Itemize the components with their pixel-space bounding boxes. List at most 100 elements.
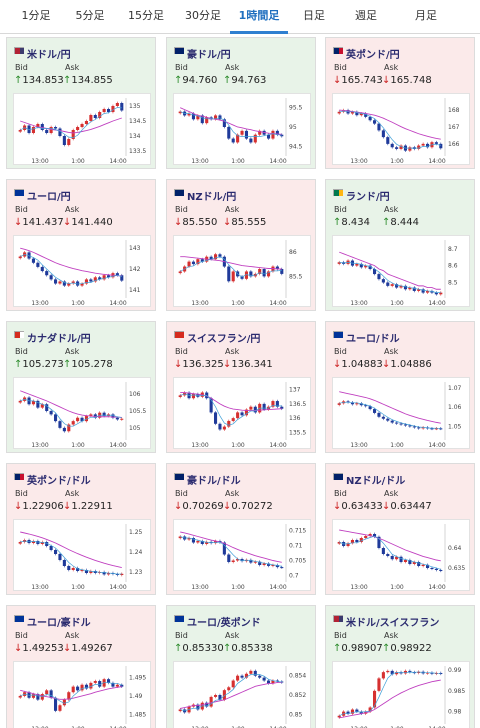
- currency-card[interactable]: 米ドル/スイスフラン Bid Ask ↑0.98907 ↑0.98922 0.99 0.98…: [325, 605, 475, 728]
- candle: [421, 427, 425, 429]
- bid-label: Bid: [334, 63, 347, 72]
- currency-pair-name[interactable]: 英ポンド/ドル: [27, 476, 91, 487]
- candle: [227, 687, 231, 691]
- tab-weekly[interactable]: 週足: [355, 9, 377, 22]
- currency-card[interactable]: 豪ドル/円 Bid Ask ↑94.760 ↑94.763 95.5 95 94.5 13:00…: [166, 37, 316, 169]
- currency-pair-name[interactable]: ユーロ/円: [27, 192, 71, 203]
- candle: [31, 400, 36, 405]
- candle: [209, 696, 213, 707]
- price-chart[interactable]: 0.99 0.985 0.98 13:00 1:00 14:00: [332, 661, 470, 728]
- currency-pair-name[interactable]: スイスフラン/円: [187, 334, 261, 345]
- currency-pair-name[interactable]: NZドル/ドル: [346, 476, 406, 487]
- tab-5min[interactable]: 5分足: [75, 9, 105, 22]
- candle: [200, 115, 204, 124]
- currency-pair-name[interactable]: 豪ドル/ドル: [187, 476, 241, 487]
- currency-card[interactable]: 豪ドル/ドル Bid Ask ↓0.70269 ↓0.70272 0.715 0.71 0.7…: [166, 463, 316, 595]
- currency-card[interactable]: ユーロ/英ポンド Bid Ask ↑0.85330 ↑0.85338 0.854 0.852…: [166, 605, 316, 728]
- currency-pair-name[interactable]: ユーロ/ドル: [346, 334, 400, 345]
- candle: [227, 127, 231, 139]
- currency-card[interactable]: スイスフラン/円 Bid Ask ↓136.325 ↓136.341 137 136.5 13…: [166, 321, 316, 453]
- candle: [350, 540, 355, 544]
- y-tick-label: 106: [129, 391, 141, 398]
- y-tick-label: 135.5: [289, 429, 306, 436]
- candle: [18, 695, 22, 698]
- currency-card[interactable]: NZドル/ドル Bid Ask ↓0.63433 ↓0.63447 0.64 0.635 13…: [325, 463, 475, 595]
- currency-card[interactable]: ランド/円 Bid Ask ↑8.434 ↑8.444 8.7 8.6 8.5 13:00 1:0…: [325, 179, 475, 311]
- candle: [93, 115, 97, 118]
- price-chart[interactable]: 1.07 1.06 1.05 13:00 1:00 14:00: [332, 377, 470, 449]
- short-moving-average-line: [20, 540, 122, 575]
- price-chart[interactable]: 0.64 0.635 13:00 1:00 14:00: [332, 519, 470, 591]
- ask-label: Ask: [384, 205, 399, 214]
- tab-1min[interactable]: 1分足: [21, 9, 51, 22]
- candle: [80, 283, 84, 286]
- candle: [62, 560, 66, 566]
- candle: [430, 568, 434, 569]
- price-chart[interactable]: 168 167 166 13:00 1:00 14:00: [332, 93, 470, 165]
- price-chart[interactable]: 0.715 0.71 0.705 0.7 13:00 1:00 14:00: [173, 519, 311, 591]
- price-chart[interactable]: 86 85.5 13:00 1:00 14:00: [173, 235, 311, 307]
- candle: [76, 127, 80, 130]
- currency-card[interactable]: ユーロ/円 Bid Ask ↓141.437 ↓141.440 143 142 141 13:0…: [6, 179, 156, 311]
- candle: [408, 670, 412, 673]
- candle: [372, 534, 377, 537]
- currency-pair-name[interactable]: 米ドル/スイスフラン: [346, 618, 440, 629]
- currency-card[interactable]: カナダドル/円 Bid Ask ↑105.273 ↑105.278 106 105.5 105…: [6, 321, 156, 453]
- currency-pair-name[interactable]: ユーロ/豪ドル: [27, 618, 91, 629]
- price-chart[interactable]: 135 134.5 134 133.5 13:00 1:00 14:00: [13, 93, 151, 165]
- currency-card[interactable]: NZドル/円 Bid Ask ↓85.550 ↓85.555 86 85.5 13:00 1:0…: [166, 179, 316, 311]
- tab-30min[interactable]: 30分足: [185, 9, 221, 22]
- candlestick-chart: 106 105.5 105 13:00 1:00 14:00: [18, 382, 146, 449]
- tab-monthly[interactable]: 月足: [415, 9, 437, 22]
- price-chart[interactable]: 143 142 141 13:00 1:00 14:00: [13, 235, 151, 307]
- price-chart[interactable]: 1.495 1.49 1.485 13:00 1:00 14:00: [13, 661, 151, 728]
- tab-1hour[interactable]: 1時間足: [230, 0, 288, 34]
- x-tick-label: 13:00: [191, 442, 208, 449]
- candle: [240, 559, 244, 562]
- y-tick-label: 137: [289, 387, 301, 394]
- currency-pair-name[interactable]: ユーロ/英ポンド: [187, 618, 261, 629]
- tab-daily[interactable]: 日足: [303, 9, 325, 22]
- price-chart[interactable]: 0.854 0.852 0.85 13:00 1:00 14:00: [173, 661, 311, 728]
- currency-pair-name[interactable]: カナダドル/円: [27, 334, 91, 345]
- y-tick-label: 1.485: [129, 712, 146, 719]
- bid-price: ↓165.743: [333, 75, 383, 86]
- currency-card[interactable]: 英ポンド/ドル Bid Ask ↓1.22906 ↓1.22911 1.25 1.24 1.2…: [6, 463, 156, 595]
- price-chart[interactable]: 137 136.5 136 135.5 13:00 1:00 14:00: [173, 377, 311, 449]
- price-chart[interactable]: 8.7 8.6 8.5 13:00 1:00 14:00: [332, 235, 470, 307]
- x-tick-label: 1:00: [71, 442, 85, 449]
- candle: [355, 709, 359, 712]
- candle: [262, 269, 266, 277]
- candle: [386, 137, 390, 144]
- candlestick-chart: 95.5 95 94.5 13:00 1:00 14:00: [178, 98, 303, 165]
- y-tick-label: 143: [129, 245, 141, 252]
- price-chart[interactable]: 95.5 95 94.5 13:00 1:00 14:00: [173, 93, 311, 165]
- currency-card[interactable]: ユーロ/ドル Bid Ask ↓1.04883 ↓1.04886 1.07 1.06 1.05…: [325, 321, 475, 453]
- currency-pair-name[interactable]: 英ポンド/円: [346, 50, 400, 61]
- candle: [271, 401, 275, 407]
- candle: [80, 570, 84, 571]
- candle: [84, 416, 89, 422]
- currency-pair-name[interactable]: ランド/円: [346, 192, 390, 203]
- candle: [49, 411, 53, 415]
- tab-15min[interactable]: 15分足: [128, 9, 164, 22]
- currency-card[interactable]: 英ポンド/円 Bid Ask ↓165.743 ↓165.748 168 167 166 13:…: [325, 37, 475, 169]
- bid-price: ↓1.22906: [14, 501, 64, 512]
- candle: [434, 292, 438, 295]
- currency-card[interactable]: ユーロ/豪ドル Bid Ask ↓1.49253 ↓1.49267 1.495 1.49 1.…: [6, 605, 156, 728]
- currency-pair-name[interactable]: 豪ドル/円: [187, 50, 231, 61]
- candle: [102, 109, 106, 112]
- candle: [62, 136, 66, 145]
- ask-price: ↑0.85338: [223, 643, 273, 654]
- price-chart[interactable]: 106 105.5 105 13:00 1:00 14:00: [13, 377, 151, 449]
- x-tick-label: 1:00: [231, 442, 245, 449]
- currency-pair-name[interactable]: NZドル/円: [187, 192, 237, 203]
- currency-pair-name[interactable]: 米ドル/円: [27, 50, 71, 61]
- y-tick-label: 0.71: [289, 543, 303, 550]
- y-tick-label: 142: [129, 266, 141, 273]
- candle: [364, 405, 368, 407]
- candle: [240, 130, 244, 135]
- currency-card[interactable]: 米ドル/円 Bid Ask ↑134.853 ↑134.855 135 134.5 134 13…: [6, 37, 156, 169]
- candle: [417, 289, 421, 291]
- price-chart[interactable]: 1.25 1.24 1.23 13:00 1:00 14:00: [13, 519, 151, 591]
